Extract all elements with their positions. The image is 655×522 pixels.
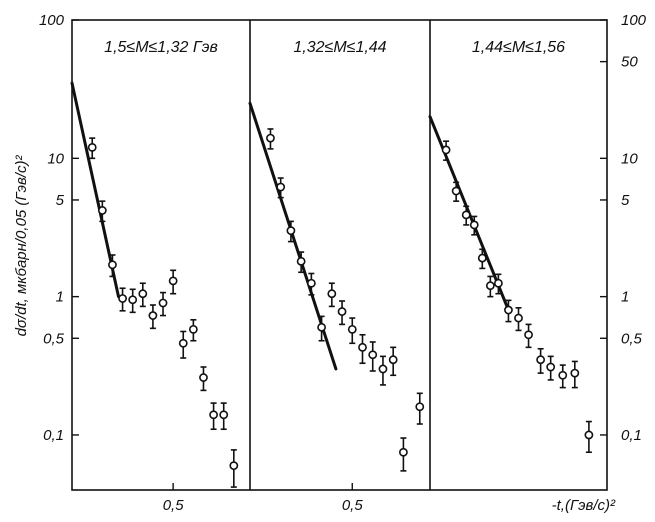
data-point bbox=[514, 313, 523, 323]
data-point bbox=[219, 410, 229, 420]
data-point bbox=[388, 355, 398, 365]
data-point bbox=[524, 330, 533, 340]
y-tick-label-left: 5 bbox=[56, 192, 65, 209]
frame-box bbox=[71, 19, 608, 491]
data-point bbox=[168, 276, 178, 286]
y-tick-label-right: 5 bbox=[621, 192, 630, 209]
data-point bbox=[229, 461, 239, 471]
y-tick-label-left: 0,5 bbox=[43, 330, 65, 347]
data-point bbox=[415, 402, 425, 412]
data-point bbox=[128, 295, 138, 305]
data-point bbox=[570, 368, 580, 378]
data-point bbox=[399, 447, 408, 457]
data-point bbox=[347, 324, 357, 334]
panel-1: 1,5≤M≤1,32 Гэв 0,5 bbox=[70, 39, 239, 514]
y-tick-label-right: 50 bbox=[621, 54, 638, 71]
y-tick-label-right: 0,1 bbox=[621, 427, 642, 444]
data-point bbox=[276, 182, 286, 192]
data-point bbox=[97, 206, 107, 215]
data-point bbox=[148, 311, 158, 320]
y-tick-label-right: 10 bbox=[621, 150, 638, 167]
x-axis-label: -t,(Гэв/с)² bbox=[552, 497, 616, 514]
data-point bbox=[493, 278, 503, 288]
y-tick-label-left: 0,1 bbox=[43, 427, 64, 444]
data-point bbox=[461, 210, 471, 220]
y-tick-label-left: 1 bbox=[56, 289, 64, 306]
data-point bbox=[451, 186, 461, 196]
data-point bbox=[296, 256, 306, 266]
plot-frame bbox=[71, 19, 608, 491]
data-point bbox=[337, 307, 347, 316]
data-point bbox=[358, 342, 367, 352]
data-point bbox=[266, 133, 275, 143]
data-point bbox=[469, 220, 479, 230]
panels: 1,5≤M≤1,32 Гэв 0,5 1,32≤M≤1,44 0,5 1,44≤M≤1,… bbox=[70, 39, 594, 514]
data-point bbox=[584, 430, 594, 440]
panel-label: 1,32≤M≤1,44 bbox=[293, 39, 386, 56]
data-point bbox=[368, 350, 378, 360]
data-point bbox=[87, 142, 97, 152]
y-axis-label: dσ/dt, мкбарн/0,05 (Гэв/с)² bbox=[13, 155, 30, 337]
data-point bbox=[327, 289, 337, 299]
y-tick-label-left: 100 bbox=[39, 12, 65, 29]
data-point bbox=[441, 145, 451, 155]
y-tick-label-right: 0,5 bbox=[621, 330, 643, 347]
panel-label: 1,44≤M≤1,56 bbox=[472, 39, 565, 56]
data-point bbox=[188, 324, 198, 334]
data-point bbox=[158, 298, 168, 308]
data-point bbox=[378, 364, 388, 374]
data-point bbox=[317, 322, 326, 332]
data-point bbox=[558, 370, 568, 380]
axis-ticks: 100 10 5 1 0,5 0,1 100 50 10 5 1 0,5 0,1 bbox=[39, 12, 647, 444]
x-tick-label: 0,5 bbox=[342, 497, 364, 514]
data-point bbox=[477, 253, 487, 263]
data-point bbox=[536, 355, 546, 365]
data-point bbox=[138, 289, 148, 299]
data-point bbox=[108, 260, 117, 270]
data-point bbox=[178, 338, 188, 348]
data-point bbox=[306, 278, 316, 288]
y-tick-label-right: 1 bbox=[621, 289, 629, 306]
panel-3: 1,44≤M≤1,56 bbox=[428, 39, 594, 454]
data-point bbox=[485, 281, 495, 291]
data-point bbox=[504, 305, 513, 315]
panel-label: 1,5≤M≤1,32 Гэв bbox=[104, 39, 218, 56]
data-point bbox=[286, 226, 296, 236]
data-point bbox=[546, 362, 556, 372]
data-point bbox=[209, 410, 218, 420]
data-point bbox=[199, 373, 208, 382]
y-tick-label-left: 10 bbox=[47, 150, 64, 167]
x-tick-label: 0,5 bbox=[163, 497, 185, 514]
data-point bbox=[118, 294, 127, 303]
panel-2: 1,32≤M≤1,44 0,5 bbox=[248, 39, 425, 514]
y-tick-label-right: 100 bbox=[621, 12, 647, 29]
